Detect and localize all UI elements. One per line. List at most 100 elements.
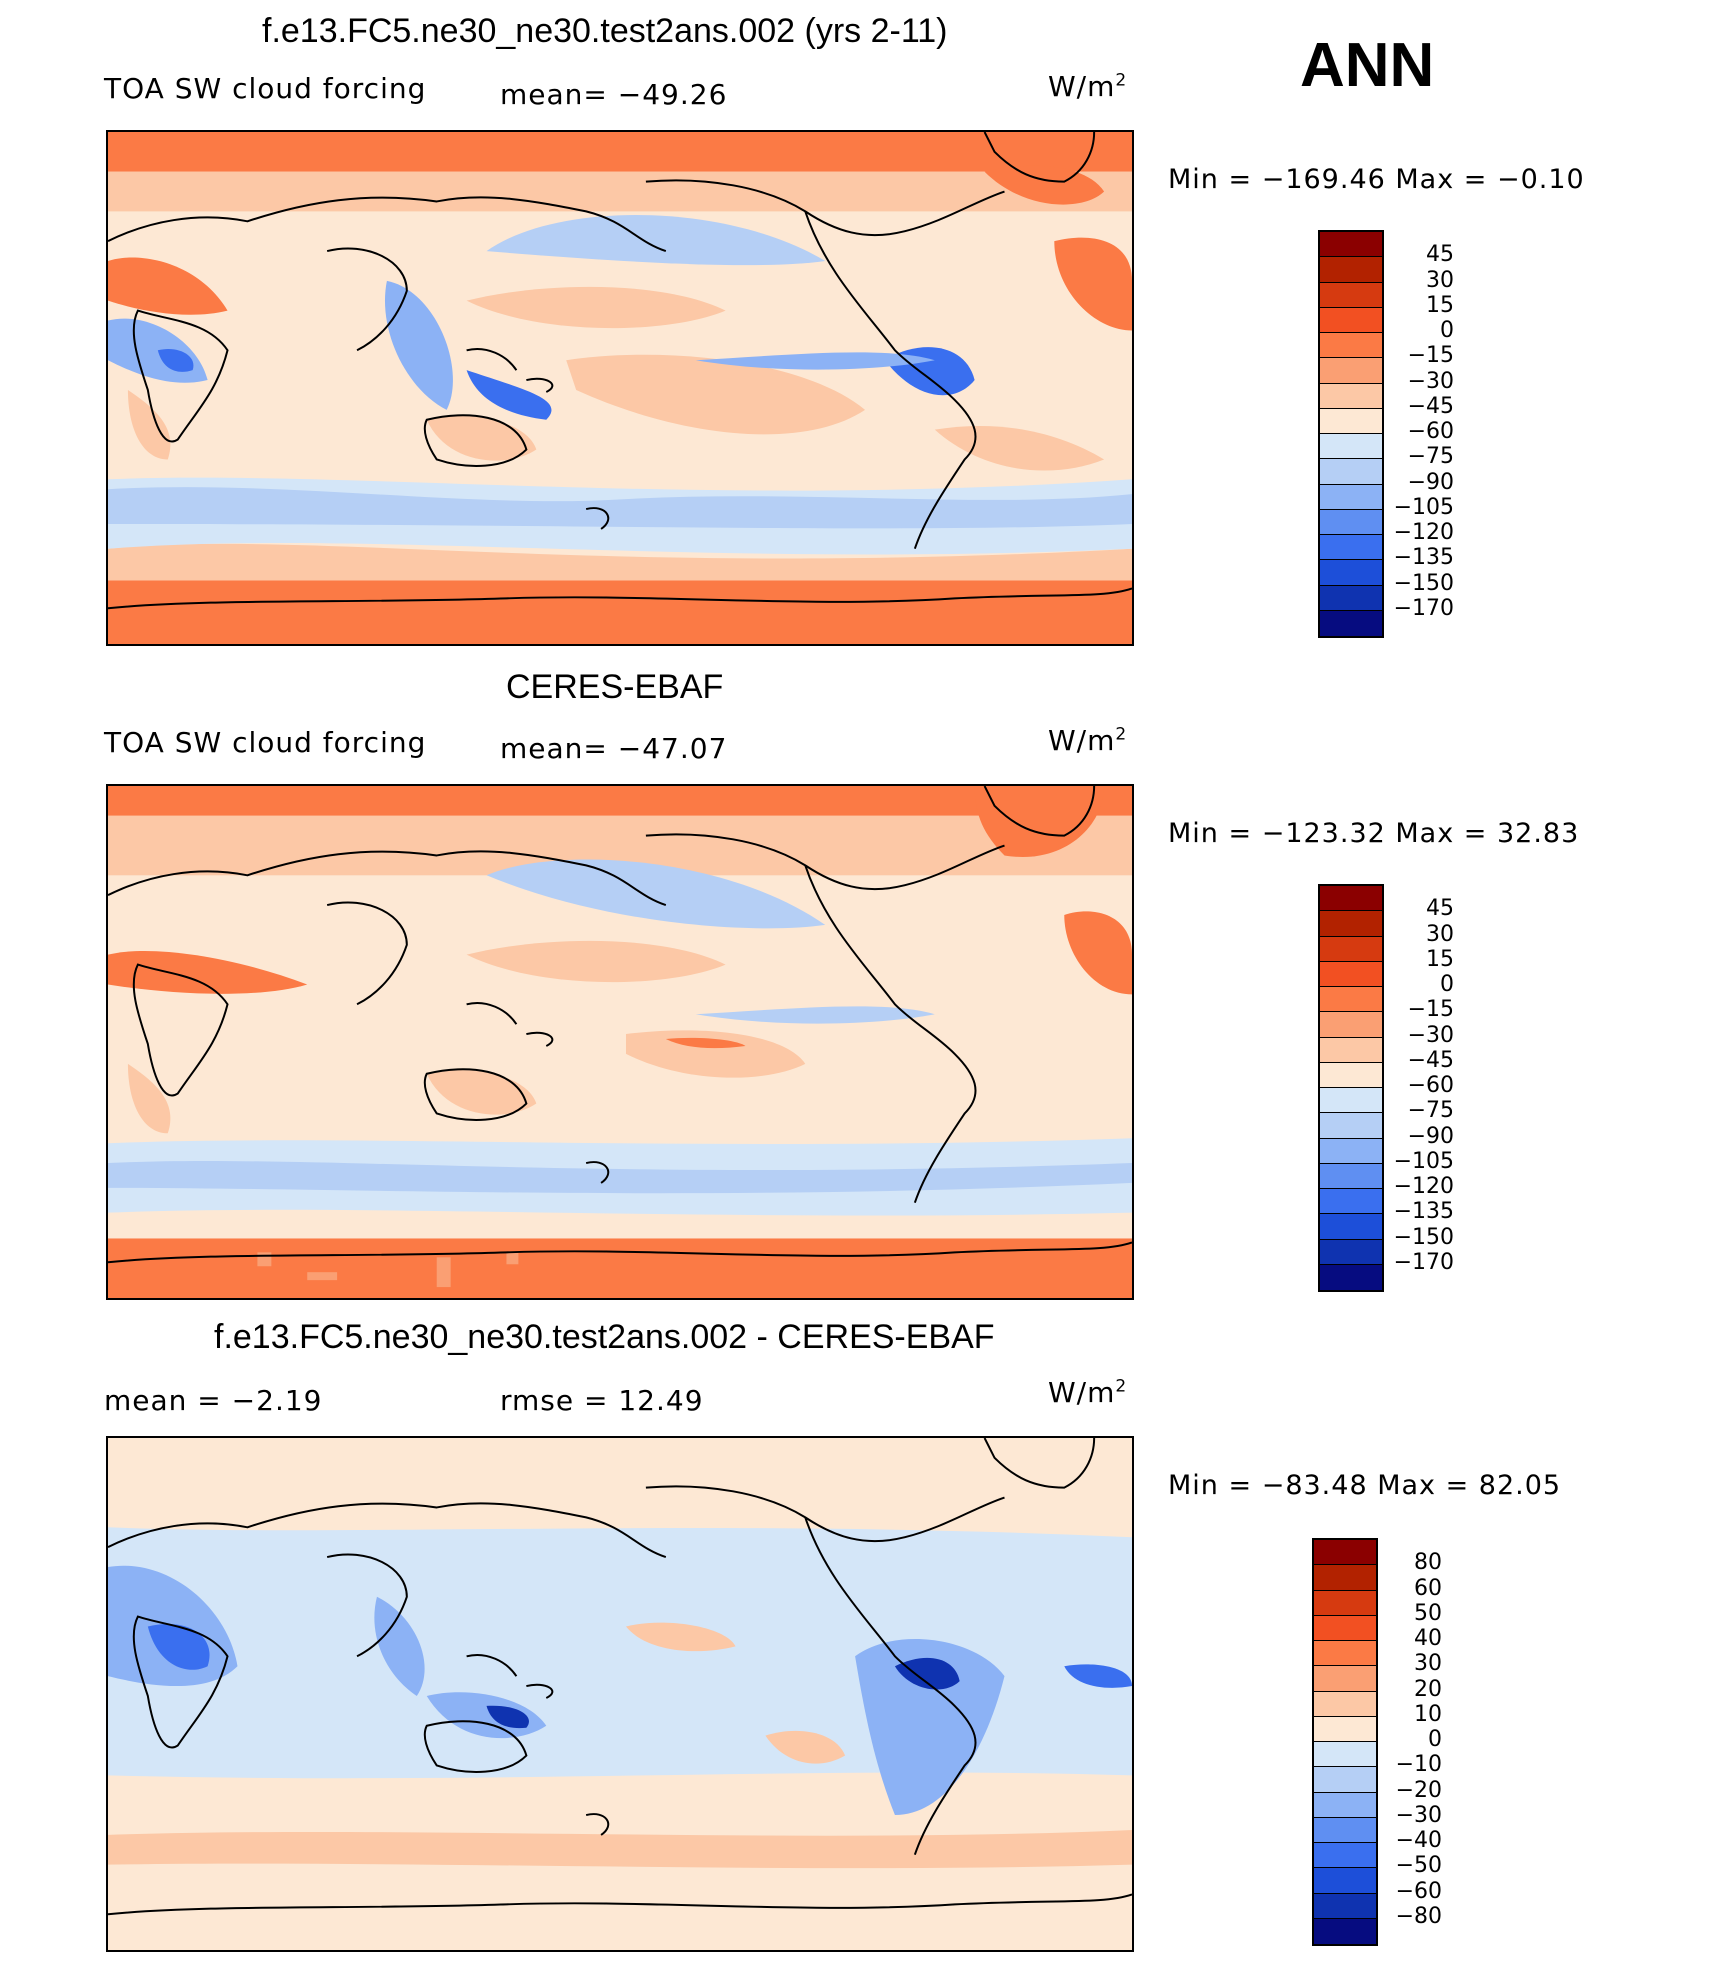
colorbar-box	[1320, 1037, 1382, 1063]
colorbar-box	[1320, 1214, 1382, 1240]
colorbar-box	[1314, 1792, 1376, 1818]
colorbar-box	[1320, 1012, 1382, 1038]
colorbar-box	[1320, 987, 1382, 1013]
colorbar-box	[1320, 535, 1382, 561]
panel2-colorbar-labels: 45 30 15 0 −15 −30 −45 −60 −75 −90 −105 −120 −135 −15…	[1384, 884, 1454, 1288]
colorbar-box	[1314, 1590, 1376, 1616]
colorbar-box	[1320, 408, 1382, 434]
colorbar-tick-label: 45	[1426, 896, 1454, 922]
colorbar-box	[1314, 1742, 1376, 1768]
colorbar-tick-label: −170	[1393, 1249, 1454, 1275]
colorbar-tick-label: −60	[1395, 1878, 1442, 1904]
colorbar-tick-label: −50	[1395, 1853, 1442, 1879]
colorbar-box	[1320, 585, 1382, 611]
colorbar-box	[1314, 1565, 1376, 1591]
coastlines	[108, 132, 1132, 610]
colorbar-tick-label: 30	[1414, 1651, 1442, 1677]
panel2-mean-label: mean= −47.07	[500, 732, 728, 765]
colorbar-box	[1320, 434, 1382, 460]
panel2-variable-label: TOA SW cloud forcing	[104, 726, 427, 759]
colorbar-box	[1320, 282, 1382, 308]
colorbar-tick-label: 15	[1426, 946, 1454, 972]
colorbar-tick-label: 50	[1414, 1600, 1442, 1626]
colorbar-box	[1314, 1843, 1376, 1869]
panel1-map	[106, 130, 1134, 646]
colorbar-box	[1314, 1691, 1376, 1717]
colorbar-box	[1320, 1062, 1382, 1088]
colorbar-tick-label: −80	[1395, 1903, 1442, 1929]
colorbar-tick-label: 30	[1426, 921, 1454, 947]
colorbar-box	[1320, 257, 1382, 283]
panel1-title: f.e13.FC5.ne30_ne30.test2ans.002 (yrs 2-…	[262, 12, 948, 50]
colorbar-tick-label: −45	[1407, 393, 1454, 419]
colorbar-tick-label: 45	[1426, 242, 1454, 268]
colorbar-box	[1320, 961, 1382, 987]
colorbar-tick-label: −20	[1395, 1777, 1442, 1803]
colorbar-tick-label: 0	[1440, 972, 1454, 997]
colorbar-tick-label: 80	[1414, 1550, 1442, 1576]
colorbar-box	[1320, 1088, 1382, 1114]
colorbar-tick-label: 15	[1426, 292, 1454, 318]
colorbar-box	[1314, 1615, 1376, 1641]
panel2-colorbar	[1318, 884, 1384, 1292]
panel3-colorbar-labels: 80 60 50 40 30 20 10 0 −10 −20 −30 −40 −50 −60 −80	[1378, 1538, 1442, 1942]
panel2-map	[106, 784, 1134, 1300]
panel1-units: W/m2	[1048, 70, 1128, 103]
colorbar-box	[1320, 484, 1382, 510]
colorbar-box	[1320, 610, 1382, 636]
colorbar-tick-label: −135	[1393, 1199, 1454, 1225]
colorbar-box	[1320, 1264, 1382, 1290]
panel1-minmax: Min = −169.46 Max = −0.10	[1168, 164, 1585, 195]
colorbar-tick-label: 10	[1414, 1701, 1442, 1727]
panel1-colorbar	[1318, 230, 1384, 638]
colorbar-box	[1320, 307, 1382, 333]
colorbar-box	[1314, 1716, 1376, 1742]
panel2-title: CERES-EBAF	[506, 668, 724, 706]
colorbar-tick-label: −10	[1395, 1752, 1442, 1778]
colorbar-tick-label: −60	[1407, 1073, 1454, 1098]
colorbar-box	[1314, 1641, 1376, 1667]
colorbar-tick-label: −120	[1393, 1174, 1454, 1199]
colorbar-tick-label: −75	[1407, 1098, 1454, 1124]
colorbar-box	[1320, 358, 1382, 384]
colorbar-box	[1320, 1163, 1382, 1189]
colorbar-box	[1320, 560, 1382, 586]
panel3-mean-label: mean = −2.19	[104, 1384, 323, 1417]
panel3-map	[106, 1436, 1134, 1952]
colorbar-tick-label: 60	[1414, 1575, 1442, 1601]
panel1-colorbar-labels: 45 30 15 0 −15 −30 −45 −60 −75 −90 −105 −120 −135 −15…	[1384, 230, 1454, 634]
colorbar-tick-label: −120	[1393, 520, 1454, 545]
colorbar-tick-label: −90	[1407, 469, 1454, 495]
colorbar-box	[1320, 886, 1382, 912]
colorbar-box	[1320, 1189, 1382, 1215]
panel1-mean-label: mean= −49.26	[500, 78, 728, 111]
colorbar-tick-label: −150	[1393, 570, 1454, 596]
colorbar-box	[1320, 459, 1382, 485]
colorbar-tick-label: −170	[1393, 595, 1454, 621]
colorbar-box	[1320, 509, 1382, 535]
panel1-variable-label: TOA SW cloud forcing	[104, 72, 427, 105]
panel3-colorbar	[1312, 1538, 1378, 1946]
panel3-title: f.e13.FC5.ne30_ne30.test2ans.002 - CERES…	[214, 1318, 995, 1356]
colorbar-box	[1314, 1918, 1376, 1944]
colorbar-tick-label: −40	[1395, 1828, 1442, 1853]
colorbar-box	[1314, 1666, 1376, 1692]
colorbar-box	[1320, 1239, 1382, 1265]
colorbar-tick-label: −105	[1393, 494, 1454, 520]
colorbar-tick-label: −75	[1407, 444, 1454, 470]
panel3-units: W/m2	[1048, 1376, 1128, 1409]
colorbar-tick-label: −30	[1407, 368, 1454, 394]
panel2-minmax: Min = −123.32 Max = 32.83	[1168, 818, 1580, 849]
colorbar-tick-label: −90	[1407, 1123, 1454, 1149]
colorbar-box	[1320, 911, 1382, 937]
colorbar-tick-label: −150	[1393, 1224, 1454, 1250]
colorbar-tick-label: −105	[1393, 1148, 1454, 1174]
colorbar-box	[1320, 1138, 1382, 1164]
colorbar-tick-label: 0	[1440, 318, 1454, 343]
colorbar-box	[1314, 1817, 1376, 1843]
panel3-minmax: Min = −83.48 Max = 82.05	[1168, 1470, 1562, 1501]
colorbar-tick-label: −60	[1407, 419, 1454, 444]
panel3-rmse-label: rmse = 12.49	[500, 1384, 704, 1417]
colorbar-tick-label: 40	[1414, 1626, 1442, 1651]
colorbar-tick-label: 0	[1428, 1727, 1442, 1752]
